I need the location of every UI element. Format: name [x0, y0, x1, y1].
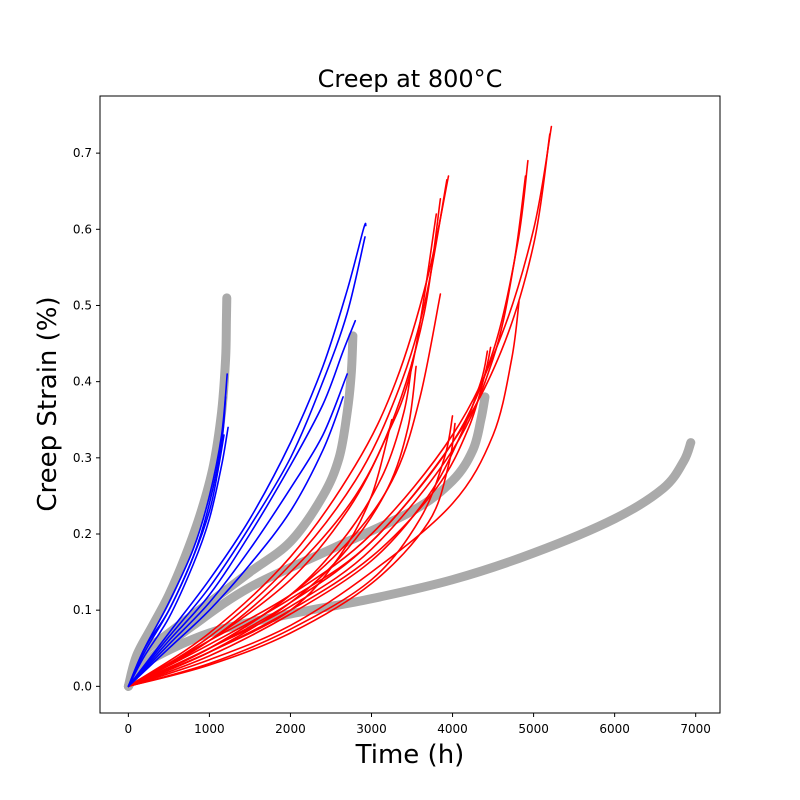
x-tick-label: 0 [125, 722, 133, 736]
series-line-blue-6 [127, 236, 366, 688]
x-axis-label: Time (h) [355, 740, 465, 770]
series-line-red-12 [127, 175, 527, 688]
x-axis: 0 1000 2000 3000 4000 5000 6000 7000 [125, 713, 711, 736]
series-line-experimental-2 [123, 331, 358, 691]
y-tick-label: 0.0 [73, 679, 92, 693]
x-tick-label: 2000 [275, 722, 306, 736]
y-tick-label: 0.3 [73, 451, 92, 465]
series-line-red-9 [127, 125, 553, 688]
chart-title: Creep at 800°C [318, 65, 503, 93]
x-tick-label: 3000 [356, 722, 387, 736]
plot-frame [99, 95, 721, 714]
series-line-blue-7 [127, 319, 357, 688]
series-line-experimental-1 [123, 293, 232, 691]
y-tick-label: 0.1 [73, 603, 92, 617]
y-axis: 0.0 0.1 0.2 0.3 0.4 0.5 0.6 0.7 [73, 146, 100, 693]
series-line-blue-4 [127, 434, 225, 688]
y-tick-label: 0.4 [73, 375, 92, 389]
series-line-red-17 [127, 300, 520, 688]
x-tick-label: 4000 [437, 722, 468, 736]
y-tick-label: 0.7 [73, 146, 92, 160]
y-tick-label: 0.2 [73, 527, 92, 541]
y-axis-label: Creep Strain (%) [33, 296, 63, 511]
series-line-blue-3 [127, 426, 229, 688]
y-tick-label: 0.5 [73, 298, 92, 312]
x-tick-label: 6000 [599, 722, 630, 736]
series-layer [123, 125, 696, 691]
series-line-red-14 [127, 350, 489, 688]
x-tick-label: 1000 [194, 722, 225, 736]
series-line-red-15 [127, 415, 454, 688]
series-line-blue-8 [127, 373, 348, 688]
series-line-experimental-4 [123, 438, 696, 691]
y-tick-label: 0.6 [73, 222, 92, 236]
x-tick-label: 5000 [518, 722, 549, 736]
series-line-red-2 [127, 179, 448, 688]
series-line-blue-5 [127, 222, 367, 688]
x-tick-label: 7000 [680, 722, 711, 736]
series-line-red-13 [127, 346, 492, 688]
series-line-blue-9 [127, 396, 344, 688]
series-line-red-16 [127, 422, 456, 688]
